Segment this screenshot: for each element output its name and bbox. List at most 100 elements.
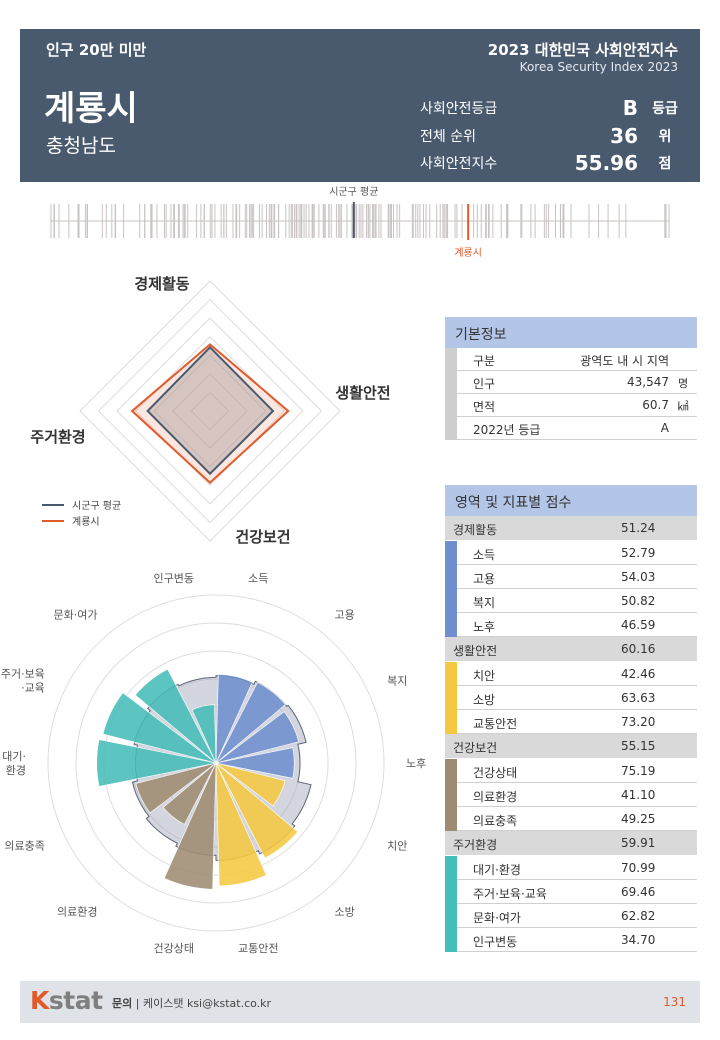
contact-info: 문의 | 케이스탯 ksi@kstat.co.kr	[112, 997, 272, 1010]
radar-series-city	[130, 343, 290, 485]
indicator-name: 문화·여가	[473, 911, 521, 925]
indicator-name: 복지	[473, 596, 496, 610]
radar-grid	[79, 280, 341, 542]
domain-score: 55.15	[621, 739, 656, 753]
polar-category-label: 치안	[387, 839, 407, 852]
info-unit: 명	[677, 377, 689, 390]
domain-name: 주거환경	[453, 838, 498, 852]
domain-color-marker	[445, 759, 457, 783]
indicator-score-row: 노후 46.59	[445, 613, 697, 637]
info-key: 인구	[473, 377, 496, 391]
indicator-score: 70.99	[621, 861, 656, 875]
legend-label-avg: 시군구 평균	[72, 500, 121, 512]
info-row: 구분 광역도 내 시 지역	[445, 348, 697, 371]
info-value: 43,547	[627, 375, 669, 389]
polar-category-label: 고용	[334, 608, 354, 621]
distribution-strip: 시군구 평균 계룡시	[50, 186, 670, 259]
indicator-name: 치안	[473, 669, 496, 683]
indicator-score: 54.03	[621, 570, 656, 584]
domain-score-row: 건강보건 55.15	[445, 734, 697, 759]
polar-wedge	[215, 762, 299, 859]
radar-axis-label: 경제활동	[134, 275, 189, 293]
domain-color-marker	[445, 541, 457, 565]
radar-grid-ring	[79, 280, 341, 542]
domain-color-marker	[445, 928, 457, 952]
score-rows: 경제활동 51.24 소득 52.79 고용 54.03 복지 50.82 노후 46.59 생활안…	[445, 516, 697, 952]
basic-info-title: 기본정보	[445, 317, 697, 348]
indicator-name: 고용	[473, 572, 496, 586]
polar-wedge	[215, 674, 253, 764]
radar-grid-ring	[153, 354, 267, 468]
footer: Kstat 문의 | 케이스탯 ksi@kstat.co.kr 131	[20, 981, 700, 1023]
indicator-score: 73.20	[621, 715, 656, 729]
indicator-name: 주거·보육·교육	[473, 887, 547, 901]
scores-title: 영역 및 지표별 점수	[445, 485, 697, 516]
indicator-score-row: 소방 63.63	[445, 686, 697, 710]
info-key: 구분	[473, 354, 496, 368]
kstat-logo: Kstat	[30, 986, 103, 1015]
polar-category-label: 인구변동	[153, 572, 193, 585]
domain-color-marker	[445, 856, 457, 880]
row-marker	[445, 371, 457, 394]
row-marker	[445, 394, 457, 417]
info-key: 면적	[473, 400, 496, 414]
indicator-name: 인구변동	[473, 935, 518, 949]
domain-color-marker	[445, 662, 457, 686]
indicator-score: 69.46	[621, 885, 656, 899]
page-number: 131	[663, 995, 686, 1009]
report-subtitle: Korea Security Index 2023	[519, 60, 678, 74]
indicator-score-row: 건강상태 75.19	[445, 759, 697, 783]
polar-category-label: 노후	[406, 757, 426, 770]
domain-score-row: 경제활동 51.24	[445, 516, 697, 541]
info-row: 2022년 등급 A	[445, 417, 697, 440]
stat-value: 55.96	[574, 151, 638, 175]
scores-panel: 영역 및 지표별 점수 경제활동 51.24 소득 52.79 고용 54.03 복지 50.…	[445, 485, 697, 952]
header-banner: 인구 20만 미만 2023 대한민국 사회안전지수 Korea Securit…	[20, 29, 700, 182]
indicator-score: 46.59	[621, 618, 656, 632]
info-row: 인구 43,547 명	[445, 371, 697, 394]
indicator-score: 62.82	[621, 909, 656, 923]
domain-color-marker	[445, 807, 457, 831]
indicator-score-row: 인구변동 34.70	[445, 928, 697, 952]
radar-grid-ring	[190, 391, 230, 431]
polar-category-label: 소득	[248, 572, 268, 585]
indicator-name: 교통안전	[473, 717, 518, 731]
polar-category-label: 의료충족	[4, 839, 44, 852]
polar-category-label: 소방	[334, 906, 354, 919]
domain-name: 건강보건	[453, 741, 498, 755]
indicator-score: 75.19	[621, 764, 656, 778]
domain-name: 경제활동	[453, 523, 498, 537]
indicator-score: 42.46	[621, 667, 656, 681]
stat-grade: 사회안전등급 B 등급	[420, 94, 680, 120]
domain-color-marker	[445, 783, 457, 807]
indicator-score-row: 교통안전 73.20	[445, 710, 697, 734]
indicator-score: 41.10	[621, 788, 656, 802]
info-row: 면적 60.7 ㎢	[445, 394, 697, 417]
indicator-score-row: 복지 50.82	[445, 589, 697, 613]
radar-axis-label: 생활안전	[335, 384, 390, 402]
polar-wedge	[215, 762, 286, 807]
indicator-score-row: 소득 52.79	[445, 541, 697, 565]
province-name: 충청남도	[46, 135, 116, 157]
stat-label: 전체 순위	[420, 129, 476, 145]
domain-score: 51.24	[621, 521, 656, 535]
info-unit: ㎢	[677, 400, 689, 413]
polar-wedge	[191, 704, 217, 764]
stat-label: 사회안전등급	[420, 101, 498, 117]
info-value: 광역도 내 시 지역	[580, 354, 669, 368]
polar-wedge	[96, 739, 217, 787]
stat-rank: 전체 순위 36 위	[420, 122, 680, 148]
indicator-score: 50.82	[621, 594, 656, 608]
domain-score: 59.91	[621, 836, 656, 850]
stat-value: 36	[610, 124, 638, 148]
domain-color-marker	[445, 686, 457, 710]
indicator-name: 소방	[473, 693, 496, 707]
domain-score-row: 생활안전 60.16	[445, 637, 697, 662]
info-key: 2022년 등급	[473, 423, 541, 437]
polar-wedge	[163, 762, 217, 890]
row-marker	[445, 348, 457, 371]
domain-radar-chart: 경제활동 생활안전 건강보건 주거환경 시군구 평균 계룡시	[30, 275, 390, 546]
indicator-score-row: 주거·보육·교육 69.46	[445, 880, 697, 904]
